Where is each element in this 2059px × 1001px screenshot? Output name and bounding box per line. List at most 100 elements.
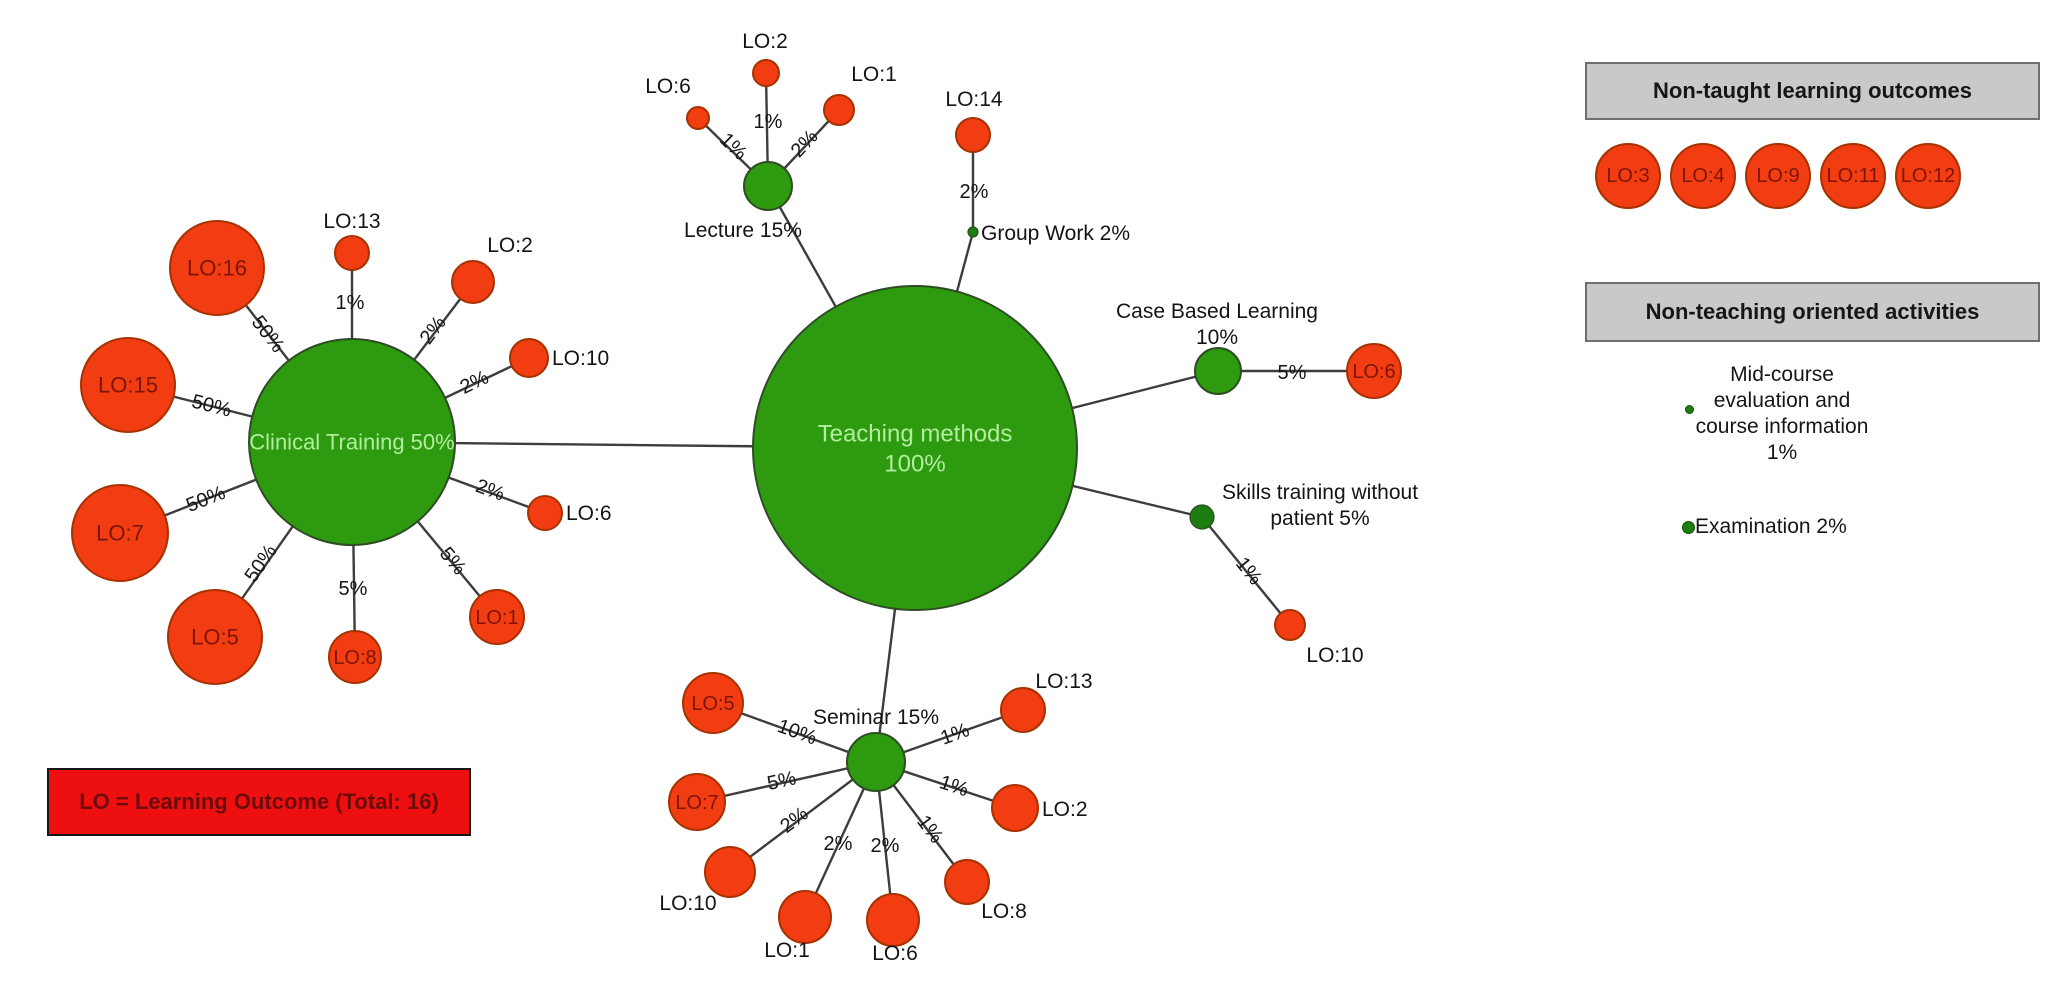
node-label-cbl: Case Based Learning bbox=[1116, 300, 1318, 323]
node-cbl bbox=[1194, 347, 1242, 395]
examination-legend-item: Examination 2% bbox=[1682, 515, 1847, 539]
legend-outcome-node: LO:11 bbox=[1820, 143, 1886, 209]
legend-outcome-node: LO:9 bbox=[1745, 143, 1811, 209]
node-s13 bbox=[1000, 687, 1046, 733]
node-c2 bbox=[451, 260, 495, 304]
edge-label-seminar-s6: 2% bbox=[871, 835, 900, 857]
edge-label-gw-g14: 2% bbox=[960, 181, 989, 203]
node-c7 bbox=[71, 484, 169, 582]
edge-label-clinical-c5: 50% bbox=[241, 541, 282, 587]
node-c8 bbox=[328, 630, 382, 684]
node-c5 bbox=[167, 589, 263, 685]
green-dot-icon bbox=[1682, 520, 1695, 534]
node-s2 bbox=[991, 784, 1039, 832]
edge-label-lecture-le1: 2% bbox=[787, 126, 823, 162]
node-label-skills: patient 5% bbox=[1270, 507, 1369, 530]
node-gw bbox=[967, 226, 979, 238]
node-label-c7: LO:7 bbox=[96, 521, 144, 546]
node-lecture bbox=[743, 161, 793, 211]
node-label-s2: LO:2 bbox=[1042, 798, 1088, 821]
legend-outcome-node: LO:12 bbox=[1895, 143, 1961, 209]
edge-seminar-s7 bbox=[696, 760, 877, 804]
node-s1 bbox=[778, 890, 832, 944]
node-sk10 bbox=[1274, 609, 1306, 641]
edge-label-seminar-s1: 2% bbox=[824, 833, 853, 855]
edge-label-seminar-s7: 5% bbox=[765, 767, 798, 795]
node-c10 bbox=[509, 338, 549, 378]
node-label-le2: LO:2 bbox=[742, 30, 788, 53]
node-label-s6: LO:6 bbox=[872, 942, 918, 965]
legend-outcome-node: LO:3 bbox=[1595, 143, 1661, 209]
edge-seminar-s10 bbox=[729, 761, 877, 873]
node-label-s7: LO:7 bbox=[675, 792, 718, 814]
non-taught-outcome-list: LO:3 LO:4 LO:9 LO:11 LO:12 bbox=[1595, 143, 1961, 209]
node-label-s5: LO:5 bbox=[691, 693, 734, 715]
node-label-s1: LO:1 bbox=[764, 939, 810, 962]
midcourse-label-line3: course information bbox=[1695, 415, 1869, 438]
edge-label-seminar-s13: 1% bbox=[938, 719, 973, 749]
node-label-teaching: Teaching methods bbox=[818, 420, 1013, 447]
node-s6 bbox=[866, 893, 920, 947]
node-label-c8: LO:8 bbox=[333, 647, 376, 669]
node-label-c5: LO:5 bbox=[191, 625, 239, 650]
node-le6 bbox=[686, 106, 710, 130]
node-c16 bbox=[169, 220, 265, 316]
legend-outcome-node: LO:4 bbox=[1670, 143, 1736, 209]
node-s8 bbox=[944, 859, 990, 905]
node-label-sk10: LO:10 bbox=[1306, 644, 1363, 667]
edge-skills-sk10 bbox=[1201, 516, 1291, 626]
edge-label-lecture-le2: 1% bbox=[754, 111, 783, 133]
midcourse-legend-item: Mid-course evaluation and course informa… bbox=[1662, 362, 1902, 466]
node-label-skills: Skills training without bbox=[1222, 481, 1418, 504]
node-label-clinical: Clinical Training 50% bbox=[249, 430, 454, 455]
node-label-cbl: 10% bbox=[1196, 326, 1238, 349]
edge-label-clinical-c13: 1% bbox=[336, 292, 365, 314]
node-le2 bbox=[752, 59, 780, 87]
node-label-c10: LO:10 bbox=[552, 347, 609, 370]
node-label-c15: LO:15 bbox=[98, 373, 158, 398]
examination-label: Examination 2% bbox=[1695, 515, 1847, 538]
node-skills bbox=[1189, 504, 1215, 530]
node-label-c13: LO:13 bbox=[323, 210, 380, 233]
node-label-gw: Group Work 2% bbox=[981, 222, 1130, 245]
node-s5 bbox=[682, 672, 744, 734]
edge-label-lecture-le6: 1% bbox=[715, 129, 751, 165]
node-c6 bbox=[527, 495, 563, 531]
midcourse-label-line1: Mid-course bbox=[1730, 363, 1834, 386]
midcourse-label-line4: 1% bbox=[1766, 441, 1798, 464]
edge-label-seminar-s2: 1% bbox=[937, 771, 972, 801]
edge-label-clinical-c6: 2% bbox=[473, 475, 508, 506]
node-label-g14: LO:14 bbox=[945, 88, 1003, 111]
node-s7 bbox=[668, 773, 726, 831]
edge-label-clinical-c10: 2% bbox=[457, 366, 493, 398]
node-teaching bbox=[752, 285, 1078, 611]
non-taught-outcomes-header: Non-taught learning outcomes bbox=[1585, 62, 2040, 120]
node-c15 bbox=[80, 337, 176, 433]
node-seminar bbox=[846, 732, 906, 792]
node-c13 bbox=[334, 235, 370, 271]
node-label-lecture: Lecture 15% bbox=[684, 219, 802, 242]
node-le1 bbox=[823, 94, 855, 126]
lo-definition-box: LO = Learning Outcome (Total: 16) bbox=[47, 768, 471, 836]
node-label-c2: LO:2 bbox=[487, 234, 533, 257]
edge-label-cbl-cb6: 5% bbox=[1278, 362, 1307, 384]
node-label-cb6: LO:6 bbox=[1352, 361, 1395, 383]
node-label-teaching: 100% bbox=[884, 450, 945, 477]
midcourse-label-line2: evaluation and bbox=[1713, 389, 1851, 412]
node-s10 bbox=[704, 846, 756, 898]
node-label-seminar: Seminar 15% bbox=[813, 706, 939, 729]
edge-label-clinical-c15: 50% bbox=[189, 391, 233, 422]
node-label-c6: LO:6 bbox=[566, 502, 612, 525]
node-label-s10: LO:10 bbox=[659, 892, 716, 915]
node-label-le6: LO:6 bbox=[645, 75, 691, 98]
node-label-le1: LO:1 bbox=[851, 63, 897, 86]
green-dot-icon bbox=[1685, 405, 1694, 414]
edge-label-clinical-c7: 50% bbox=[183, 482, 228, 517]
node-label-s8: LO:8 bbox=[981, 900, 1027, 923]
edge-label-clinical-c16: 50% bbox=[247, 312, 289, 357]
node-c1 bbox=[469, 589, 525, 645]
node-g14 bbox=[955, 117, 991, 153]
non-teaching-activities-header: Non-teaching oriented activities bbox=[1585, 282, 2040, 342]
